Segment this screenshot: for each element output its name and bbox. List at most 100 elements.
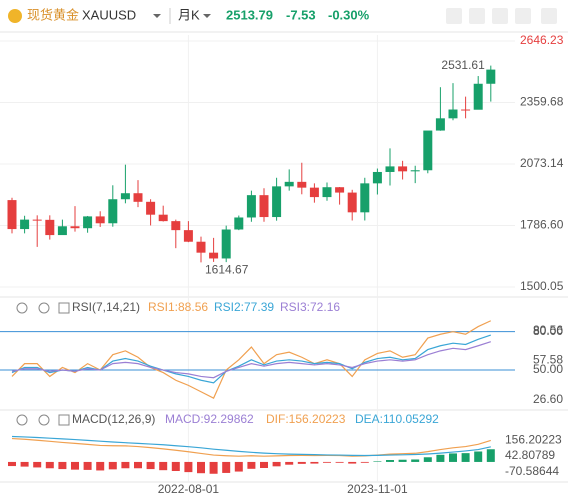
macd-bar — [222, 461, 231, 473]
macd-bar — [373, 461, 382, 462]
candle-body — [20, 219, 30, 230]
candle-body — [423, 130, 433, 171]
candle-body — [45, 219, 55, 236]
macd-bar — [474, 451, 483, 462]
macd-bar — [71, 461, 79, 470]
tool-icon[interactable] — [492, 8, 508, 24]
expand-icon[interactable] — [58, 302, 70, 314]
macd-bar — [411, 459, 420, 462]
dropdown[interactable] — [203, 14, 211, 18]
macd-bar — [348, 461, 357, 464]
y-tick-label: -70.58644 — [505, 464, 559, 478]
rsi-line — [11, 334, 491, 384]
y-tick-label: 80.00 — [533, 324, 563, 338]
candle-body — [183, 230, 193, 242]
macd-bar — [45, 461, 54, 469]
candle-body — [234, 217, 244, 230]
macd-bar — [8, 461, 16, 467]
instrument-name: 现货黄金 — [27, 7, 79, 22]
tool-icon[interactable] — [469, 8, 485, 24]
candle-body — [347, 192, 357, 213]
candle-body — [209, 252, 219, 259]
candle-body — [435, 118, 445, 131]
legend-entry: RSI1:88.56 — [148, 300, 208, 314]
y-tick-label: 2073.14 — [520, 156, 564, 170]
candle-body — [171, 221, 181, 231]
period[interactable]: 月K — [178, 7, 200, 22]
macd-bar — [247, 461, 256, 469]
expand-icon[interactable] — [541, 8, 557, 24]
macd-bar — [285, 461, 294, 465]
macd-bar — [297, 461, 306, 464]
macd-bar — [33, 461, 42, 468]
y-tick-label: 80.56 — [533, 323, 563, 337]
candle-body — [309, 187, 319, 198]
expand-icon[interactable] — [58, 414, 70, 426]
candle-body — [259, 195, 269, 218]
symbol[interactable]: XAUUSD — [82, 7, 136, 22]
legend-entry: RSI2:77.39 — [214, 300, 274, 314]
candle-body — [70, 226, 80, 229]
macd-bar — [486, 449, 495, 462]
low-label: 1614.67 — [205, 263, 249, 277]
macd-line — [11, 435, 491, 457]
legend-entry: MACD:92.29862 — [165, 412, 254, 426]
candle-body — [322, 187, 332, 198]
macd-bar — [184, 461, 193, 473]
macd-bar — [260, 461, 268, 468]
rsi-icons — [16, 302, 70, 314]
candle-body — [335, 187, 345, 193]
candle-body — [297, 181, 307, 188]
rsi-line — [11, 320, 492, 399]
y-tick-label: 1500.05 — [520, 279, 564, 293]
gear-icon[interactable] — [38, 302, 50, 314]
eye-icon[interactable] — [16, 302, 28, 314]
macd-bar — [310, 461, 319, 464]
change: -7.53 — [286, 7, 316, 22]
candle-body — [158, 214, 168, 222]
macd-bar — [272, 461, 281, 467]
candle-body — [284, 181, 294, 187]
candle-body — [360, 183, 370, 213]
y-tick-label: 26.60 — [533, 392, 563, 406]
toolbar: 现货黄金 XAUUSD 月K 2513.79 -7.53 -0.30% — [8, 7, 557, 24]
candle-body — [95, 216, 105, 224]
macd-bar — [108, 461, 117, 470]
candle-body — [461, 109, 471, 111]
candle-body — [57, 226, 67, 236]
dropdown[interactable] — [153, 14, 161, 18]
y-tick-label: 42.80789 — [505, 448, 555, 462]
candle-body — [486, 69, 496, 84]
candle-body — [398, 166, 408, 172]
macd-bar — [449, 453, 457, 462]
macd-label: MACD(12,26,9) — [72, 412, 155, 426]
y-tick-label: 2646.23 — [520, 33, 564, 47]
tool-icon[interactable] — [515, 8, 531, 24]
macd-bar — [96, 461, 105, 471]
macd-bar — [197, 461, 205, 474]
candle-body — [196, 241, 206, 253]
tool-icon[interactable] — [446, 8, 462, 24]
high-label: 2531.61 — [441, 58, 485, 72]
macd-bar — [159, 461, 168, 471]
candle-body — [246, 195, 256, 218]
macd-bar — [58, 461, 67, 470]
x-tick-label: 2022-08-01 — [158, 482, 220, 496]
gear-icon[interactable] — [38, 414, 50, 426]
y-tick-label: 2359.68 — [520, 95, 564, 109]
candle-body — [133, 193, 143, 202]
macd-bar — [398, 459, 407, 462]
macd-bar — [360, 461, 369, 463]
candle-body — [221, 229, 231, 259]
macd-bar — [134, 461, 142, 469]
candle-body — [272, 186, 282, 218]
candle-body — [372, 171, 382, 184]
macd-bar — [323, 461, 331, 463]
macd-bar — [121, 461, 130, 469]
macd-bar — [436, 454, 445, 462]
macd-bar — [461, 453, 470, 462]
macd-bar — [83, 461, 92, 470]
eye-icon[interactable] — [16, 414, 28, 426]
